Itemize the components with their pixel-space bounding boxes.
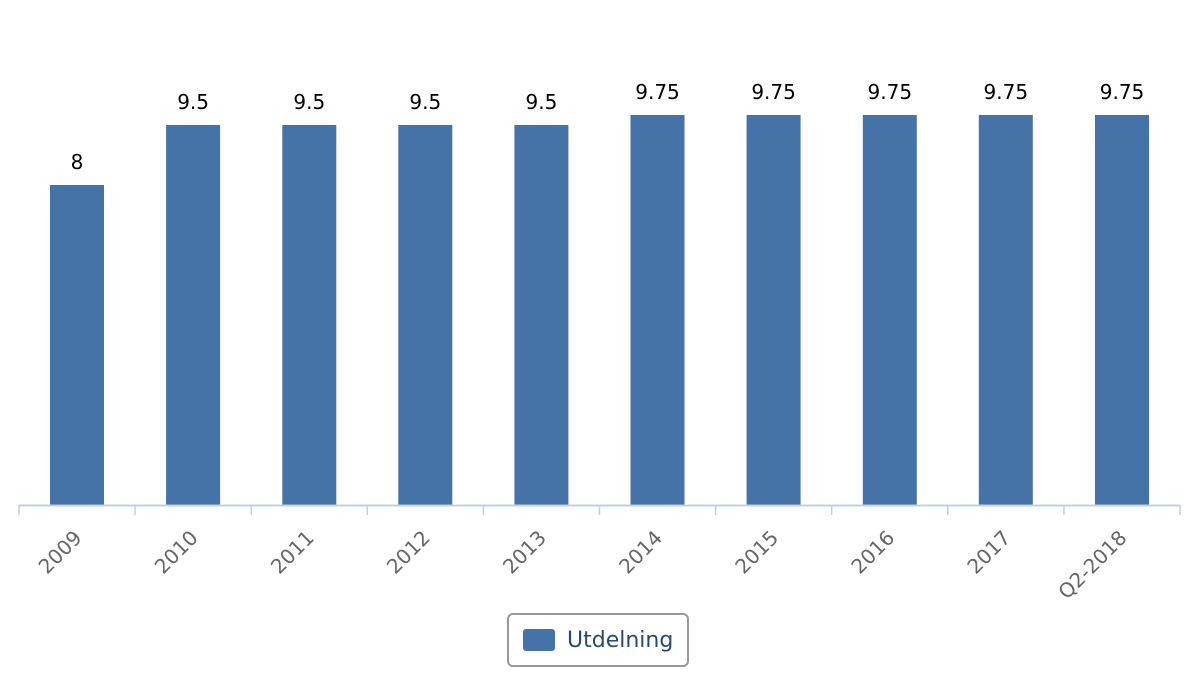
bar-2017[interactable] [978,115,1033,505]
data-label-2013: 9.5 [525,90,557,114]
data-label-2016: 9.75 [868,80,913,104]
data-label-2015: 9.75 [751,80,796,104]
bar-2015[interactable] [746,115,801,505]
x-tick-label-2012: 2012 [382,526,435,579]
x-tick-labels-layer: 2009 2010 2011 2012 2013 2014 2015 2016 2017 Q2-2… [34,526,1132,604]
legend-label-utdelning: Utdelning [567,627,674,653]
data-label-2011: 9.5 [293,90,325,114]
bar-2010[interactable] [166,125,221,505]
x-axis [18,504,1181,515]
x-tick-label-2009: 2009 [34,526,87,579]
legend-swatch-utdelning [523,629,555,651]
x-tick-label-q2-2018: Q2-2018 [1053,526,1131,604]
data-label-q2-2018: 9.75 [1100,80,1145,104]
legend[interactable]: Utdelning [507,613,689,667]
bar-q2-2018[interactable] [1095,115,1149,505]
bar-2012[interactable] [398,125,453,505]
bar-2011[interactable] [282,125,337,505]
bar-2014[interactable] [630,115,685,505]
x-tick-label-2010: 2010 [150,526,203,579]
bar-2016[interactable] [862,115,917,505]
x-tick-label-2011: 2011 [266,526,319,579]
bars-layer [50,115,1149,505]
value-labels-layer: 8 9.5 9.5 9.5 9.5 9.75 9.75 9.75 9.75 9.75 [71,80,1145,174]
bar-2009[interactable] [50,185,104,505]
x-tick-label-2017: 2017 [962,526,1015,579]
data-label-2010: 9.5 [177,90,209,114]
x-tick-label-2016: 2016 [846,526,899,579]
data-label-2012: 9.5 [409,90,441,114]
x-tick-label-2013: 2013 [498,526,551,579]
data-label-2009: 8 [71,150,84,174]
data-label-2017: 9.75 [984,80,1029,104]
data-label-2014: 9.75 [635,80,680,104]
x-tick-label-2014: 2014 [614,526,667,579]
x-tick-label-2015: 2015 [730,526,783,579]
bar-2013[interactable] [514,125,569,505]
